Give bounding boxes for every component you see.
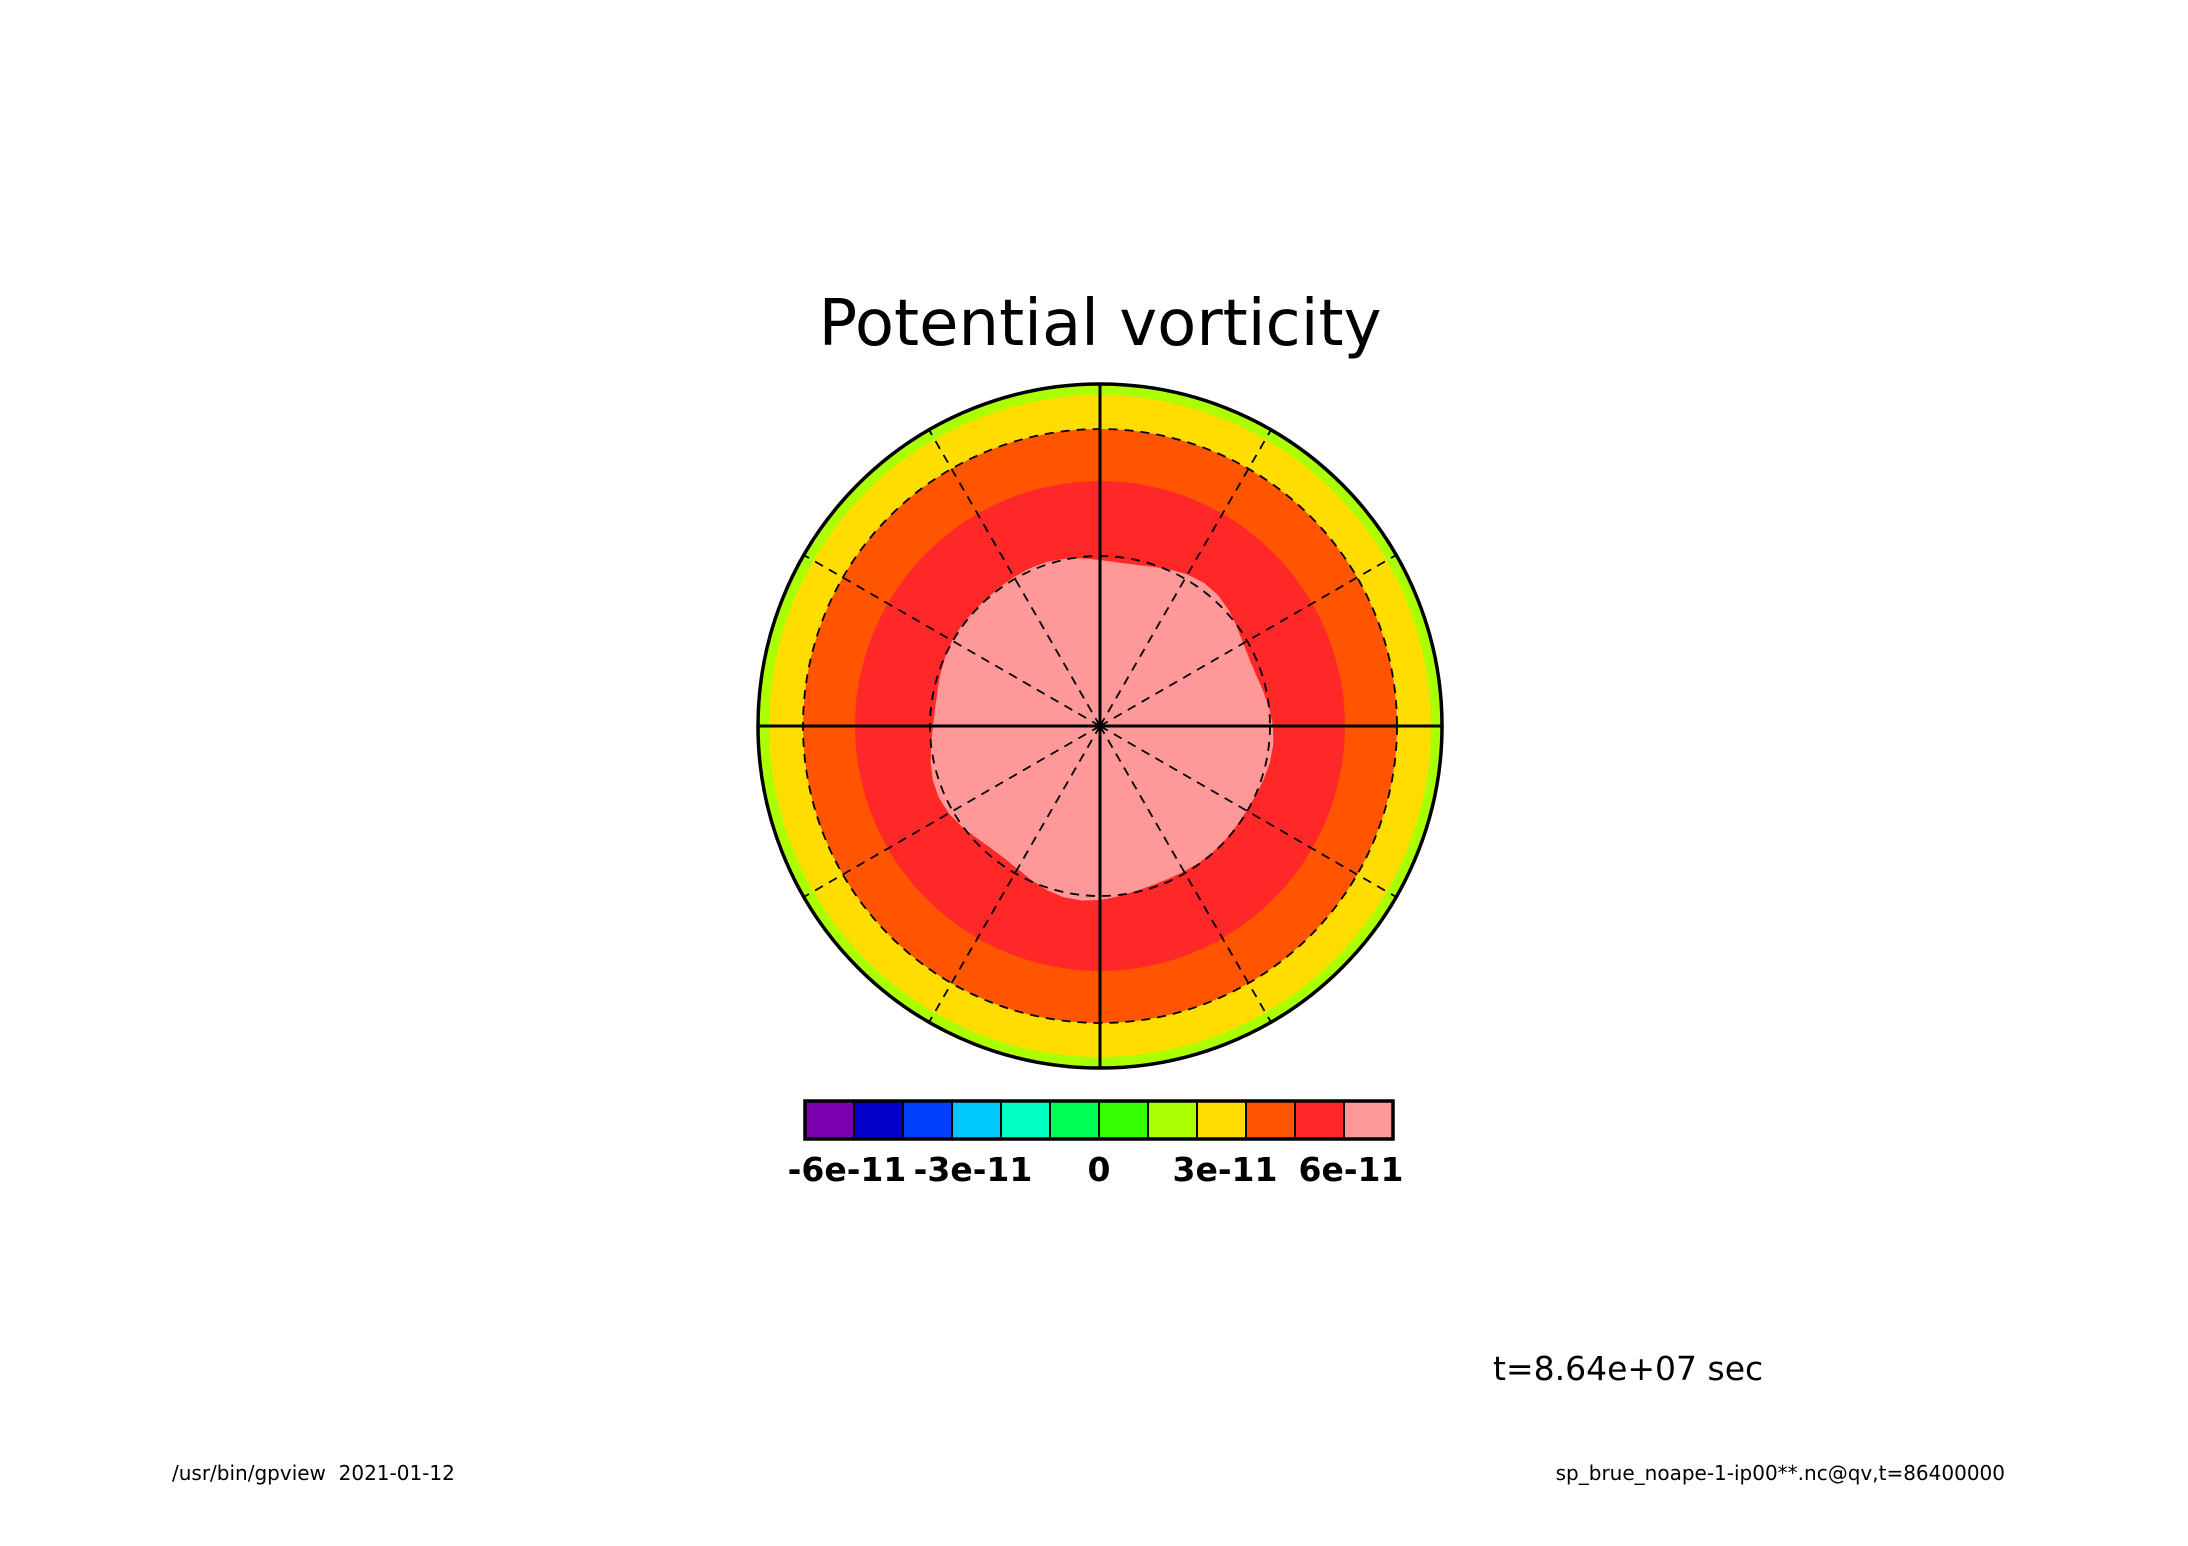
colorbar-tick-label-1: -3e-11 (914, 1150, 1033, 1189)
footer-right-label: sp_brue_noape-1-ip00**.nc@qv,t=86400000 (1556, 1461, 2005, 1485)
colorbar-tick-label-2: 0 (1088, 1150, 1111, 1189)
colorbar-swatch-6 (1098, 1100, 1149, 1140)
footer-left-label: /usr/bin/gpview 2021-01-12 (172, 1461, 455, 1485)
polar-map (756, 382, 1444, 1070)
map-boundary (756, 382, 1444, 1070)
colorbar: -6e-11 -3e-11 0 3e-11 6e-11 (788, 1099, 1404, 1189)
colorbar-tick-label-4: 6e-11 (1299, 1150, 1404, 1189)
time-label: t=8.64e+07 sec (1493, 1349, 1763, 1388)
chart-title: Potential vorticity (819, 287, 1382, 361)
colorbar-swatch-5 (1049, 1100, 1100, 1140)
colorbar-swatch-2 (902, 1100, 953, 1140)
colorbar-swatch-7 (1147, 1100, 1198, 1140)
colorbar-frame (803, 1099, 1395, 1141)
colorbar-swatch-9 (1245, 1100, 1296, 1140)
colorbar-tick-label-3: 3e-11 (1173, 1150, 1278, 1189)
colorbar-swatch-4 (1000, 1100, 1051, 1140)
colorbar-swatch-8 (1196, 1100, 1247, 1140)
colorbar-swatch-10 (1294, 1100, 1345, 1140)
colorbar-swatch-0 (804, 1100, 855, 1140)
colorbar-swatch-1 (853, 1100, 904, 1140)
colorbar-swatch-3 (951, 1100, 1002, 1140)
colorbar-swatch-11 (1343, 1100, 1394, 1140)
colorbar-tick-label-0: -6e-11 (788, 1150, 907, 1189)
